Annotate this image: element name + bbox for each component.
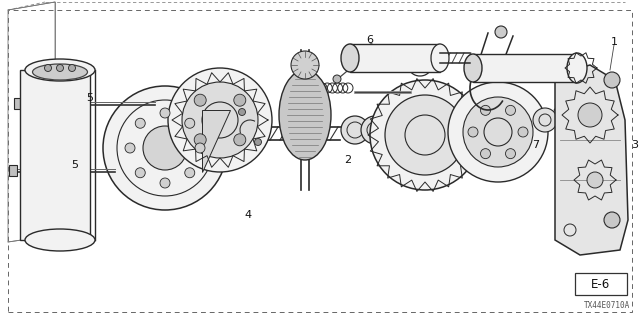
Circle shape [385, 115, 405, 135]
Circle shape [195, 143, 205, 153]
Circle shape [463, 97, 533, 167]
Ellipse shape [25, 59, 95, 81]
Circle shape [135, 168, 145, 178]
Circle shape [160, 178, 170, 188]
Bar [350, 44, 440, 72]
Bar [20, 70, 90, 240]
Circle shape [291, 51, 319, 79]
Circle shape [56, 65, 63, 71]
Circle shape [234, 94, 246, 106]
Circle shape [518, 127, 528, 137]
Circle shape [385, 95, 465, 175]
Circle shape [333, 75, 341, 83]
Circle shape [361, 116, 389, 144]
Text: 5: 5 [86, 93, 93, 103]
Polygon shape [555, 65, 628, 255]
Circle shape [506, 149, 515, 159]
Ellipse shape [33, 64, 88, 80]
Ellipse shape [25, 229, 95, 251]
Text: 2: 2 [344, 155, 351, 165]
Circle shape [481, 149, 490, 159]
Circle shape [103, 86, 227, 210]
Circle shape [194, 94, 206, 106]
Ellipse shape [341, 44, 359, 72]
Text: 3: 3 [632, 140, 639, 150]
Text: TX44E0710A: TX44E0710A [584, 301, 630, 310]
Polygon shape [202, 110, 230, 172]
Text: 5: 5 [72, 160, 79, 170]
Circle shape [587, 172, 603, 188]
Circle shape [341, 116, 369, 144]
Circle shape [568, 98, 592, 122]
Text: 6: 6 [367, 35, 374, 45]
Circle shape [185, 118, 195, 128]
Circle shape [239, 108, 246, 116]
Circle shape [182, 82, 258, 158]
Text: 7: 7 [532, 140, 540, 150]
Circle shape [143, 126, 187, 170]
Ellipse shape [279, 70, 331, 160]
Circle shape [481, 105, 490, 115]
Circle shape [45, 65, 51, 71]
Circle shape [495, 26, 507, 38]
Ellipse shape [567, 53, 587, 83]
Text: 4: 4 [244, 210, 252, 220]
Circle shape [160, 108, 170, 118]
Circle shape [604, 212, 620, 228]
Circle shape [168, 68, 272, 172]
Text: E-6: E-6 [591, 277, 611, 291]
Bar [473, 54, 577, 82]
Text: 1: 1 [611, 37, 618, 47]
Circle shape [68, 65, 76, 71]
Circle shape [370, 80, 480, 190]
Circle shape [448, 82, 548, 182]
Ellipse shape [431, 44, 449, 72]
Circle shape [506, 105, 515, 115]
Circle shape [533, 108, 557, 132]
Ellipse shape [464, 54, 482, 82]
Circle shape [255, 139, 262, 146]
Bar [14, 98, 22, 109]
Circle shape [135, 118, 145, 128]
Circle shape [578, 103, 602, 127]
Bar [9, 165, 17, 176]
Circle shape [604, 72, 620, 88]
Bar [575, 273, 627, 295]
Circle shape [468, 127, 478, 137]
Circle shape [194, 134, 206, 146]
Circle shape [185, 168, 195, 178]
Circle shape [125, 143, 135, 153]
Circle shape [234, 134, 246, 146]
